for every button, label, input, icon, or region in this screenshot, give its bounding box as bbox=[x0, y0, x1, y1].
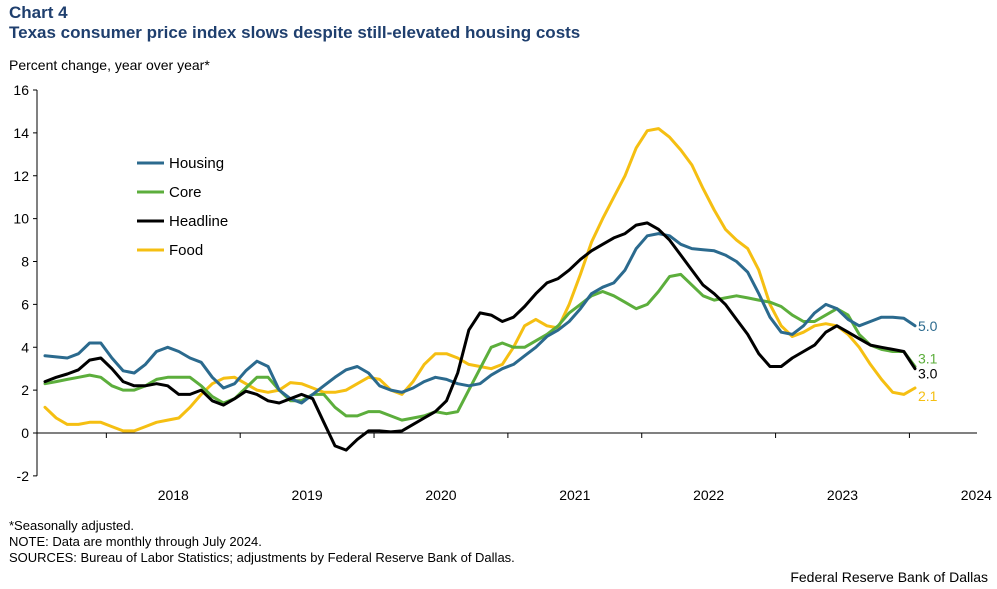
x-tick-label: 2021 bbox=[559, 487, 590, 503]
y-tick-label: 8 bbox=[21, 254, 29, 270]
y-tick-label: 14 bbox=[13, 125, 29, 141]
notes: *Seasonally adjusted. NOTE: Data are mon… bbox=[9, 518, 515, 566]
y-axis-label: Percent change, year over year* bbox=[9, 57, 210, 73]
series-line-food bbox=[43, 127, 917, 433]
series-line-headline bbox=[43, 221, 917, 452]
end-label-food: 2.1 bbox=[918, 388, 938, 404]
y-tick-label: 4 bbox=[21, 339, 29, 355]
x-tick-label: 2022 bbox=[693, 487, 724, 503]
footnote: *Seasonally adjusted. bbox=[9, 518, 135, 533]
legend: Housing Core Headline Food bbox=[137, 155, 228, 259]
axes: -2 0 2 4 6 8 10 12 14 16 2018 2019 2020 2021 2022 2023 2… bbox=[13, 82, 992, 503]
legend-label-headline: Headline bbox=[169, 213, 228, 230]
end-label-core: 3.1 bbox=[918, 351, 938, 367]
series-line-core bbox=[43, 272, 917, 422]
series-lines bbox=[43, 127, 917, 452]
y-tick-label: 10 bbox=[13, 211, 29, 227]
y-tick-label: 16 bbox=[13, 82, 29, 98]
chart-label: Chart 4 bbox=[9, 3, 68, 22]
x-tick-label: 2023 bbox=[827, 487, 858, 503]
legend-label-housing: Housing bbox=[169, 155, 224, 172]
y-tick-label: 6 bbox=[21, 296, 29, 312]
legend-label-food: Food bbox=[169, 242, 203, 259]
sources: SOURCES: Bureau of Labor Statistics; adj… bbox=[9, 550, 515, 565]
legend-label-core: Core bbox=[169, 184, 202, 201]
y-tick-label: 2 bbox=[21, 382, 29, 398]
x-tick-label: 2018 bbox=[158, 487, 189, 503]
x-tick-label: 2020 bbox=[425, 487, 456, 503]
end-label-housing: 5.0 bbox=[918, 318, 938, 334]
data-note: NOTE: Data are monthly through July 2024… bbox=[9, 534, 262, 549]
y-tick-label: -2 bbox=[17, 468, 30, 484]
y-tick-label: 0 bbox=[21, 425, 29, 441]
chart-title: Texas consumer price index slows despite… bbox=[9, 23, 581, 42]
end-labels: 5.0 3.13.0 2.1 bbox=[918, 318, 938, 404]
y-tick-label: 12 bbox=[13, 168, 29, 184]
x-tick-label: 2019 bbox=[292, 487, 323, 503]
x-tick-label: 2024 bbox=[961, 487, 992, 503]
end-label-headline: 3.0 bbox=[918, 366, 938, 382]
series-line-housing bbox=[43, 232, 917, 405]
credit: Federal Reserve Bank of Dallas bbox=[790, 569, 988, 585]
